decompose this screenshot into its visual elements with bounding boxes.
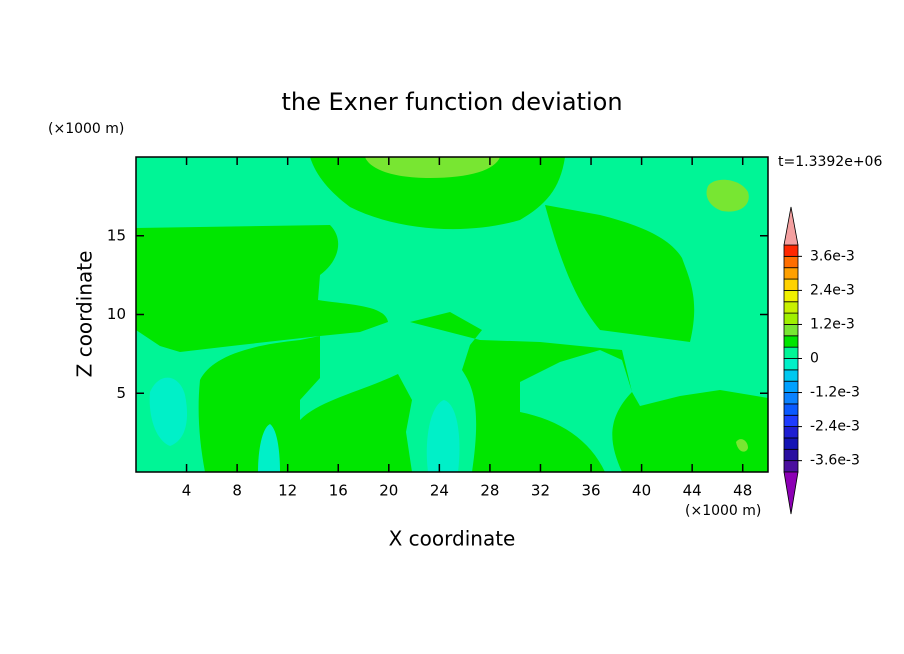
colorbar-box [783,278,799,291]
colorbar-tick-label: 3.6e-3 [810,248,855,264]
contour-region [136,225,388,352]
y-tick-label: 5 [116,384,126,402]
chart-title: the Exner function deviation [281,88,622,116]
contour-region [410,312,768,472]
colorbar-box [783,255,799,269]
x-tick-label: 8 [232,482,242,500]
colorbar-tick-label: -3.6e-3 [810,453,860,469]
colorbar-box [783,346,799,359]
contour-region [545,205,695,342]
colorbar-box [783,403,799,416]
x-tick-label: 32 [531,482,550,500]
x-unit: (×1000 m) [685,503,761,519]
x-tick-label: 40 [632,482,651,500]
colorbar-box [783,426,799,439]
colorbar-box [783,267,799,280]
x-tick-label: 16 [329,482,348,500]
contour-region [706,179,749,212]
colorbar-tick-label: 2.4e-3 [810,282,855,298]
contour-region [149,377,188,446]
colorbar-tick-label: 0 [810,351,819,367]
contour-region [365,157,500,178]
colorbar-box [783,301,799,314]
colorbar-box [783,392,799,405]
colorbar-box [783,437,799,450]
x-tick-label: 44 [683,482,702,500]
x-tick-label: 4 [182,482,192,500]
contour-region [736,439,748,452]
x-tick-label: 12 [278,482,297,500]
colorbar-box [783,335,799,348]
contour-region [310,157,565,230]
colorbar-box [783,414,799,428]
colorbar-box [783,312,799,325]
x-tick-label: 28 [480,482,499,500]
colorbar-over [783,206,799,246]
x-tick-label: 20 [379,482,398,500]
time-label: t=1.3392e+06 [778,154,882,170]
x-tick-label: 24 [430,482,449,500]
x-tick-label: 48 [733,482,752,500]
y-tick-label: 10 [107,305,126,323]
colorbar-box [783,369,799,382]
contour-region [298,374,412,472]
contour-region [198,336,320,472]
contour-field [136,157,768,472]
contour-region [426,400,460,472]
colorbar-box [783,289,799,303]
colorbar-under [783,471,799,515]
contour-region [258,424,280,472]
colorbar-tick-label: 1.2e-3 [810,316,855,332]
y-unit: (×1000 m) [48,121,124,137]
colorbar-box [783,324,799,337]
y-tick-label: 15 [107,226,126,244]
colorbar-box [783,244,799,257]
y-axis-label: Z coordinate [73,251,97,378]
colorbar-box [783,460,799,473]
colorbar-tick-label: -2.4e-3 [810,419,860,435]
colorbar-box [783,358,799,371]
colorbar-box [783,448,799,462]
colorbar-tick-label: -1.2e-3 [810,385,860,401]
colorbar-box [783,380,799,393]
x-tick-label: 36 [581,482,600,500]
x-axis-label: X coordinate [389,527,516,551]
